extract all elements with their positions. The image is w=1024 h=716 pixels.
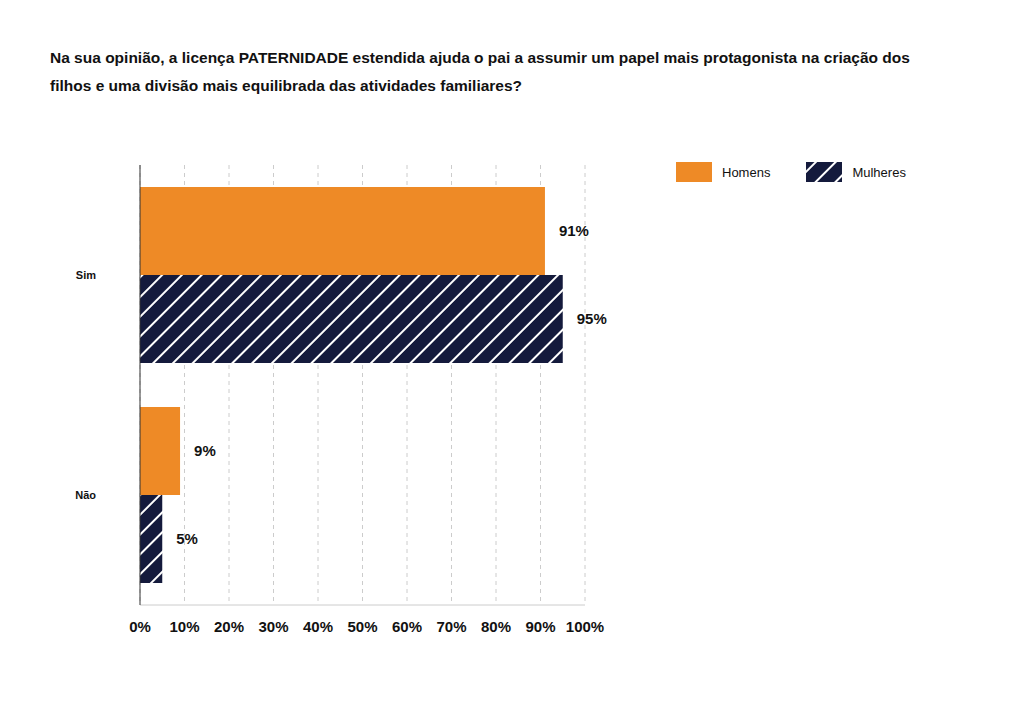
svg-text:Sim: Sim xyxy=(76,269,96,281)
svg-text:0%: 0% xyxy=(129,618,151,635)
svg-text:70%: 70% xyxy=(436,618,466,635)
svg-text:50%: 50% xyxy=(347,618,377,635)
html-text:Mulheres: Mulheres xyxy=(852,164,906,180)
svg-text:5%: 5% xyxy=(176,530,198,547)
svg-text:40%: 40% xyxy=(303,618,333,635)
svg-text:90%: 90% xyxy=(525,618,555,635)
html-text:Homens: Homens xyxy=(722,164,771,180)
svg-text:Não: Não xyxy=(75,489,96,501)
html-text:Na sua opinião, a licença PATE: Na sua opinião, a licença PATERNIDADE es… xyxy=(50,49,910,94)
svg-text:80%: 80% xyxy=(481,618,511,635)
svg-text:100%: 100% xyxy=(566,618,604,635)
svg-text:10%: 10% xyxy=(169,618,199,635)
svg-text:30%: 30% xyxy=(258,618,288,635)
svg-text:91%: 91% xyxy=(559,222,589,239)
svg-text:60%: 60% xyxy=(392,618,422,635)
svg-text:95%: 95% xyxy=(577,310,607,327)
svg-text:20%: 20% xyxy=(214,618,244,635)
svg-text:9%: 9% xyxy=(194,442,216,459)
